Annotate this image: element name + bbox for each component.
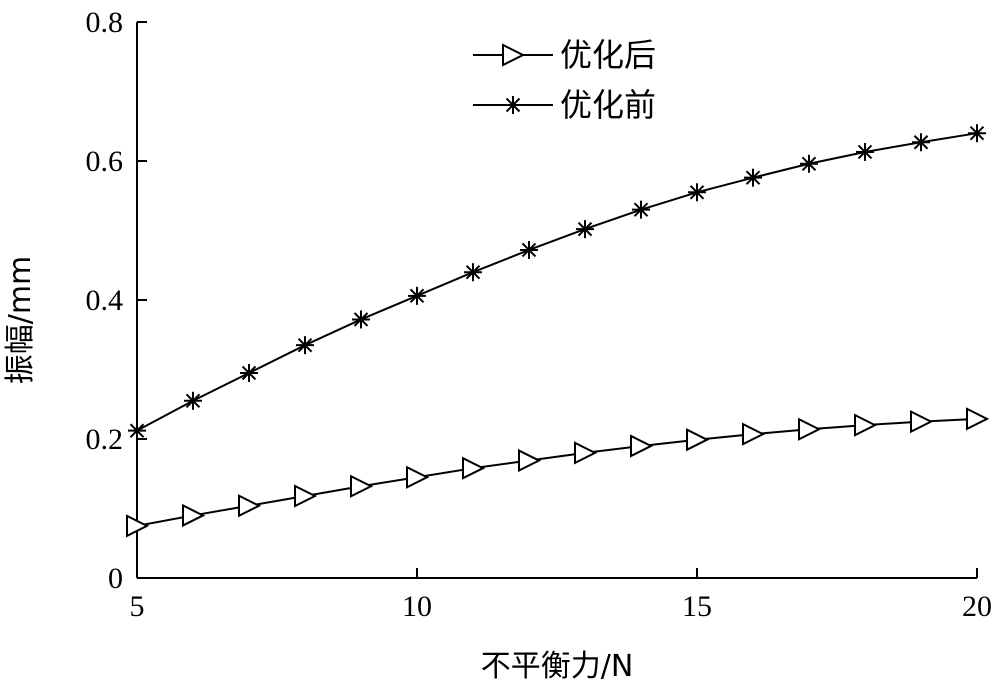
- x-axis-title: 不平衡力/N: [481, 649, 634, 684]
- data-point-marker: [502, 43, 526, 67]
- data-point-marker: [462, 456, 486, 480]
- data-point-marker: [968, 124, 986, 143]
- asterisk-stroke: [505, 97, 521, 113]
- x-tick-label: 20: [962, 590, 992, 623]
- data-point-marker: [574, 441, 598, 465]
- data-point-marker: [912, 133, 930, 152]
- asterisk-stroke: [521, 242, 537, 258]
- data-point-marker: [352, 310, 370, 329]
- data-point-marker: [238, 494, 262, 518]
- data-point-marker: [408, 286, 426, 305]
- x-tick-label: 15: [682, 590, 712, 623]
- data-point-marker: [688, 183, 706, 202]
- series-2: [128, 124, 986, 440]
- data-point-marker: [520, 240, 538, 259]
- series-layer: [126, 124, 990, 538]
- series-1: [126, 407, 990, 538]
- x-tick-label: 10: [402, 590, 432, 623]
- asterisk-stroke: [297, 337, 313, 353]
- legend-item-1: 优化后: [473, 36, 656, 74]
- axes: 0 0.2 0.4 0.6 0.8 5 10 15 20: [86, 6, 993, 623]
- asterisk-stroke: [129, 423, 145, 438]
- data-point-marker: [126, 514, 150, 538]
- data-point-marker: [856, 142, 874, 161]
- data-point-marker: [742, 422, 766, 446]
- y-tick-label: 0.8: [86, 6, 124, 39]
- data-point-marker: [296, 336, 314, 355]
- data-point-marker: [294, 484, 318, 508]
- asterisk-stroke: [241, 365, 257, 381]
- asterisk-stroke: [633, 202, 649, 217]
- asterisk-stroke: [689, 185, 705, 200]
- data-point-marker: [686, 428, 710, 452]
- asterisk-stroke: [353, 312, 369, 327]
- legend-label: 优化前: [560, 86, 656, 124]
- data-point-marker: [182, 503, 206, 528]
- data-point-marker: [632, 200, 650, 219]
- asterisk-stroke: [409, 288, 425, 304]
- asterisk-stroke: [745, 170, 761, 185]
- series-line: [136, 132, 978, 432]
- data-point-marker: [910, 410, 934, 434]
- data-point-marker: [800, 154, 818, 173]
- asterisk-stroke: [801, 156, 817, 171]
- data-point-marker: [630, 434, 654, 458]
- y-tick-label: 0.2: [86, 423, 124, 456]
- asterisk-stroke: [857, 144, 873, 160]
- asterisk-stroke: [465, 264, 481, 280]
- data-point-marker: [854, 413, 878, 437]
- asterisk-stroke: [185, 393, 201, 408]
- series-line: [136, 417, 978, 527]
- data-point-marker: [128, 421, 146, 440]
- y-tick-label: 0.6: [86, 145, 124, 178]
- data-point-marker: [504, 96, 522, 114]
- data-point-marker: [966, 407, 990, 431]
- data-point-marker: [184, 391, 202, 410]
- data-point-marker: [240, 363, 258, 382]
- data-point-marker: [798, 417, 822, 441]
- y-tick-label: 0: [108, 562, 123, 595]
- data-point-marker: [350, 474, 374, 498]
- data-point-marker: [464, 263, 482, 282]
- legend-item-2: 优化前: [473, 86, 656, 124]
- y-tick-label: 0.4: [86, 284, 124, 317]
- data-point-marker: [576, 220, 594, 239]
- data-point-marker: [744, 168, 762, 187]
- y-axis-title: 振幅/mm: [3, 256, 38, 385]
- data-point-marker: [406, 465, 430, 489]
- legend-label: 优化后: [560, 36, 656, 74]
- asterisk-stroke: [969, 125, 985, 141]
- asterisk-stroke: [577, 221, 593, 237]
- asterisk-stroke: [913, 135, 929, 150]
- x-tick-label: 5: [130, 590, 145, 623]
- data-point-marker: [518, 448, 542, 473]
